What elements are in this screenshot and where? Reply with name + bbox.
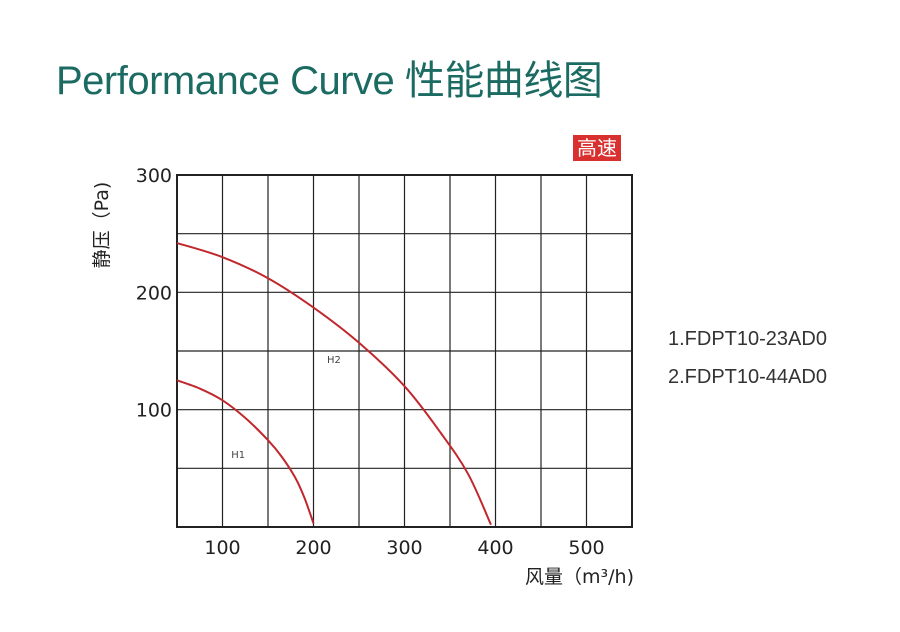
legend-item-1: 1.FDPT10-23AD0 — [668, 328, 827, 350]
x-tick-label: 400 — [477, 537, 513, 559]
curve-h2 — [176, 242, 492, 526]
chart-curves — [176, 242, 492, 526]
x-tick-label: 200 — [295, 537, 331, 559]
legend: 1.FDPT10-23AD0 2.FDPT10-44AD0 — [668, 320, 827, 396]
curve-label-h1: H1 — [231, 450, 245, 461]
legend-item-2: 2.FDPT10-44AD0 — [668, 366, 827, 388]
chart-ticks: 100 200 300 400 500 100 200 300 — [136, 165, 605, 559]
chart-grid — [176, 174, 633, 528]
curve-h1 — [176, 379, 315, 524]
y-tick-label: 100 — [136, 400, 172, 422]
speed-badge: 高速 — [573, 135, 621, 161]
y-tick-label: 200 — [136, 282, 172, 304]
y-axis-label: 静压（Pa) — [91, 182, 113, 269]
page-title: Performance Curve 性能曲线图 — [56, 59, 603, 103]
plot-frame — [176, 174, 633, 528]
y-tick-label: 300 — [136, 165, 172, 187]
x-tick-label: 100 — [204, 537, 240, 559]
x-tick-label: 300 — [386, 537, 422, 559]
curve-label-h2: H2 — [327, 355, 341, 366]
x-tick-label: 500 — [568, 537, 604, 559]
x-axis-label: 风量（m³/h) — [525, 566, 634, 588]
curve-labels: H1 H2 — [231, 355, 341, 461]
